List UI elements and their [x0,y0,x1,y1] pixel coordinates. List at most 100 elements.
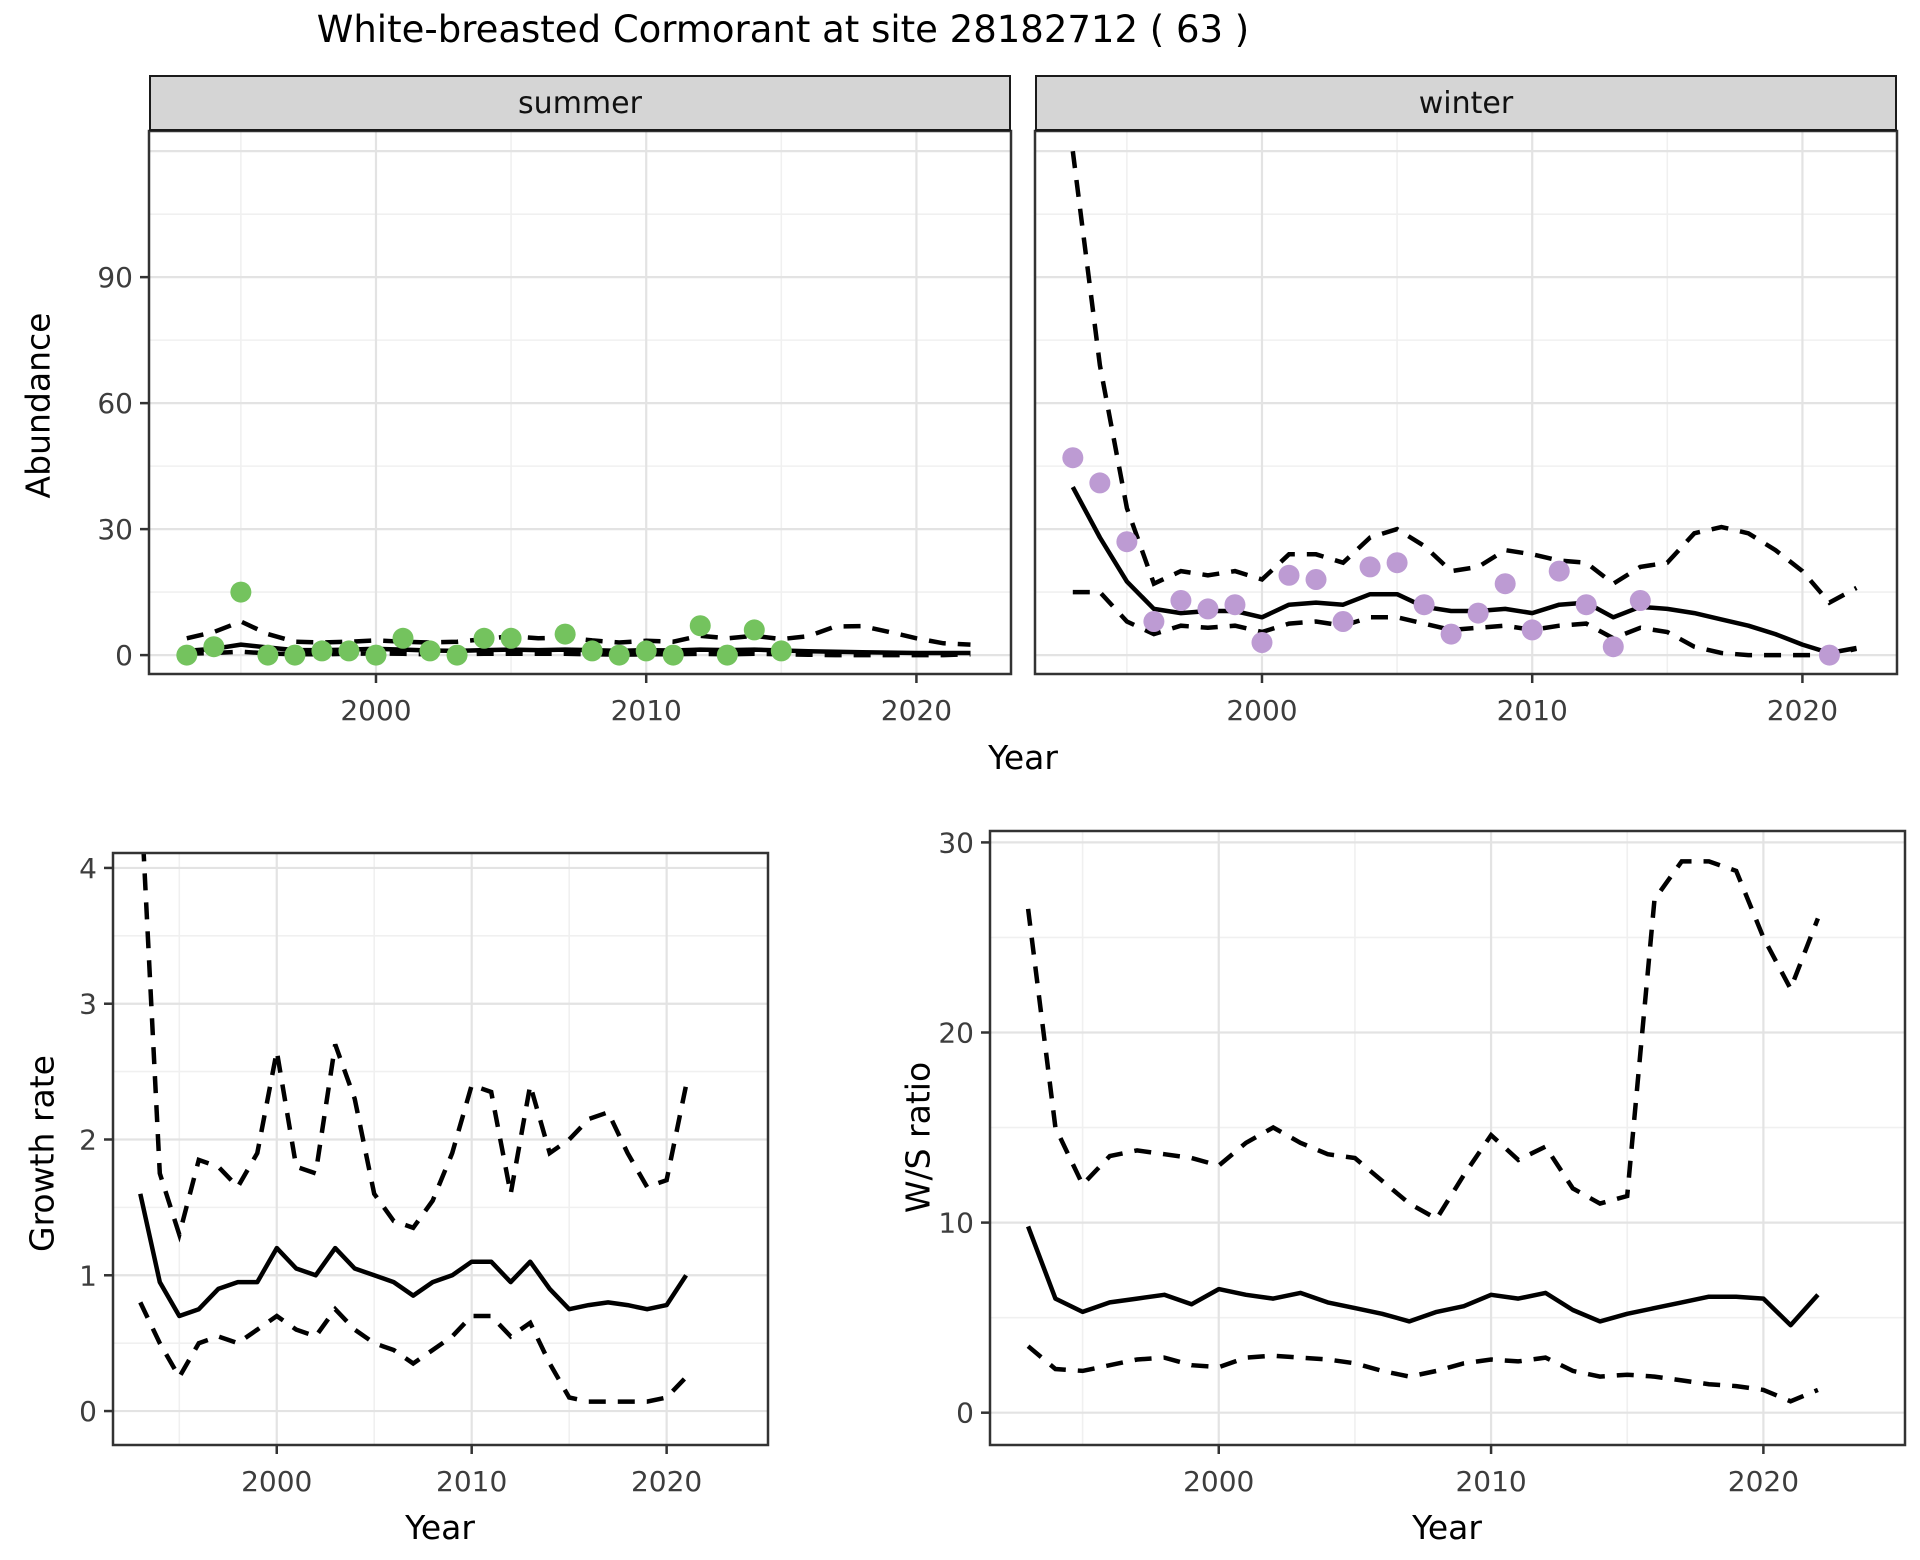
data-point [230,581,252,603]
x-tick-label: 2000 [241,1465,312,1498]
x-tick-label: 2000 [1226,694,1297,727]
data-point [1629,590,1651,612]
x-tick-label: 2010 [436,1465,507,1498]
data-point [446,644,468,666]
panel-border [988,829,1907,1447]
data-point [500,627,522,649]
lower-ci-line [1072,589,1858,658]
panel-abundance-winter: 2000 2010 2020 [1033,129,1899,727]
y-tick-label: 3 [79,988,97,1021]
data-point [176,644,198,666]
data-point [1089,472,1111,494]
data-point [1413,594,1435,616]
y-tick-label: 30 [97,513,133,546]
data-point [257,644,279,666]
data-point [1143,611,1165,633]
panel-abundance-summer: 0 30 60 90 2000 2010 2020 [97,129,1013,727]
data-point [1521,619,1543,641]
y-tick-label: 90 [97,261,133,294]
x-tick-label: 2000 [340,694,411,727]
facet-label-winter: winter [1418,85,1514,121]
data-point [1062,447,1084,469]
x-tick-label: 2010 [611,694,682,727]
data-point [743,619,765,641]
x-tick-label: 2020 [881,694,952,727]
data-point [689,615,711,637]
y-tick-label: 0 [115,639,133,672]
y-tick-label: 20 [938,1016,974,1049]
panel-ws-ratio: 0 10 20 30 2000 2010 2020 [938,826,1907,1498]
panel-border [111,851,770,1447]
y-tick-label: 4 [79,852,97,885]
data-point [1332,611,1354,633]
y-tick-label: 0 [79,1395,97,1428]
panel-border [1033,129,1899,676]
data-point [203,636,225,658]
data-point [635,640,657,662]
y-tick-label: 10 [938,1207,974,1240]
y-tick-label: 1 [79,1259,97,1292]
data-point [1359,556,1381,578]
data-point [392,627,414,649]
data-point [1116,531,1138,553]
x-axis-title-year-top: Year [988,738,1058,777]
data-point [1548,560,1570,582]
chart-title: White-breasted Cormorant at site 2818271… [316,8,1250,51]
facet-strip-summer: summer [149,75,1011,131]
data-point [1305,569,1327,591]
data-point [1440,623,1462,645]
data-point [311,640,333,662]
y-tick-label: 60 [97,387,133,420]
data-point [419,640,441,662]
median-line [138,1193,688,1319]
data-point [1467,602,1489,624]
x-tick-label: 2010 [1497,694,1568,727]
x-axis-title-year-ws: Year [1412,1508,1482,1547]
data-point [1224,594,1246,616]
data-point [1170,590,1192,612]
x-tick-label: 2010 [1455,1465,1526,1498]
x-tick-label: 2020 [631,1465,702,1498]
data-point [1494,573,1516,595]
x-tick-label: 2000 [1183,1465,1254,1498]
facet-label-summer: summer [518,85,642,121]
data-point [284,644,306,666]
y-tick-label: 30 [938,826,974,859]
y-tick-label: 2 [79,1123,97,1156]
upper-ci-line [141,853,689,1243]
data-point [1386,552,1408,574]
data-point [608,644,630,666]
y-tick-label: 0 [956,1397,974,1430]
y-axis-title-abundance: Abundance [18,312,58,499]
lower-ci-line [1026,1344,1819,1404]
lower-ci-line [138,1301,688,1404]
data-point [554,623,576,645]
panel-background [990,831,1905,1445]
y-axis-title-growth-rate: Growth rate [22,1055,62,1252]
upper-ci-line [1070,150,1858,606]
x-axis-title-year-growth: Year [405,1508,475,1547]
data-point [338,640,360,662]
panel-background [113,853,768,1445]
data-point [1278,564,1300,586]
data-point [581,640,603,662]
y-axis-title-ws-ratio: W/S ratio [898,1061,938,1214]
data-point [365,644,387,666]
upper-ci-line [1025,859,1820,1222]
facet-strip-winter: winter [1035,75,1897,131]
data-point [1602,636,1624,658]
data-point [662,644,684,666]
data-point [1575,594,1597,616]
data-point [770,640,792,662]
data-point [473,627,495,649]
x-tick-label: 2020 [1728,1465,1799,1498]
data-point [1818,644,1840,666]
panel-growth-rate: 0 1 2 3 4 2000 2010 2020 [79,851,770,1498]
data-point [1197,598,1219,620]
median-line [1025,1225,1820,1328]
data-point [716,644,738,666]
data-point [1251,632,1273,654]
x-tick-label: 2020 [1767,694,1838,727]
